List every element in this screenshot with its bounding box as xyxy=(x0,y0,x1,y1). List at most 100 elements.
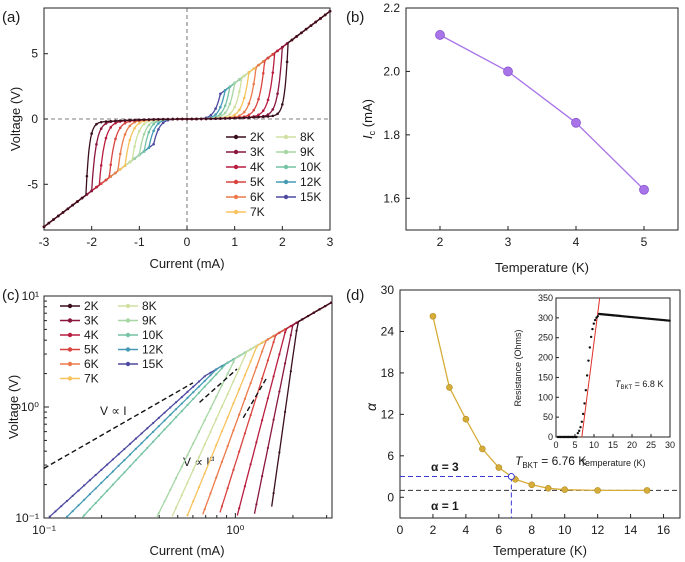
panel-d-xlabel: Temperature (K) xyxy=(493,543,587,558)
iv-log-point-10K xyxy=(215,373,218,376)
iv-log-point-7K xyxy=(232,402,235,405)
legend-c-marker-4K xyxy=(67,332,73,338)
iv-log-point-8K xyxy=(203,443,206,446)
inset-point xyxy=(579,426,582,429)
iv-log-point-12K xyxy=(71,509,74,513)
iv-point-2K xyxy=(166,117,170,121)
iv-point-10K xyxy=(223,104,227,108)
iv-point-2K xyxy=(128,118,132,122)
panel-a-xlabel: Current (mA) xyxy=(149,256,224,271)
iv-log-point-6K xyxy=(272,334,275,338)
fit-line-power-1 xyxy=(199,368,238,403)
panel-c-xlabel: Current (mA) xyxy=(149,543,224,558)
iv-point-12K xyxy=(152,129,155,133)
y-tick-label: 10¹ xyxy=(22,289,39,303)
iv-log-point-9K xyxy=(220,384,224,387)
iv-log-point-6K xyxy=(215,476,218,479)
legend-c-label-9K: 9K xyxy=(142,314,157,328)
iv-log-point-15K xyxy=(151,421,155,425)
iv-log-point-10K xyxy=(209,379,212,382)
iv-log-point-10K xyxy=(203,385,206,388)
legend-label-10K: 10K xyxy=(300,160,321,174)
alpha-point xyxy=(462,415,470,423)
iv-point-2K xyxy=(190,117,194,121)
legend-c-label-12K: 12K xyxy=(142,343,163,357)
x-tick-label: 0 xyxy=(397,523,404,537)
x-tick-label: 6 xyxy=(495,523,502,537)
iv-log-point-3K xyxy=(272,418,275,421)
iv-log-point-15K xyxy=(54,510,57,513)
iv-log-point-2K xyxy=(289,370,292,373)
iv-log-point-15K xyxy=(65,499,69,503)
iv-log-point-5K xyxy=(266,359,269,362)
iv-point-2K xyxy=(104,120,108,123)
iv-log-point-10K xyxy=(192,397,195,401)
iv-log-point-9K xyxy=(157,512,160,515)
iv-point-4K xyxy=(261,109,265,112)
iv-point-6K xyxy=(257,63,260,67)
inset-point xyxy=(576,431,580,435)
iv-point-5K xyxy=(252,108,256,112)
iv-log-point-12K xyxy=(146,436,149,439)
iv-point-2K xyxy=(209,117,213,121)
iv-point-4K xyxy=(114,121,117,125)
iv-log-point-7K xyxy=(197,486,201,489)
iv-point-2K xyxy=(304,27,308,31)
iv-log-point-5K xyxy=(272,340,275,344)
iv-point-2K xyxy=(242,116,246,120)
iv-point-2K xyxy=(200,117,203,121)
iv-log-point-15K xyxy=(129,442,132,445)
iv-log-point-4K xyxy=(272,375,275,378)
iv-point-7K xyxy=(133,126,136,130)
iv-point-4K xyxy=(104,136,108,140)
iv-log-point-7K xyxy=(186,514,189,517)
iv-point-5K xyxy=(118,126,122,130)
inset-point xyxy=(591,327,594,331)
iv-point-8K xyxy=(238,90,241,93)
iv-log-point-12K xyxy=(203,379,206,382)
legend-c-label-8K: 8K xyxy=(142,299,157,313)
iv-point-7K xyxy=(233,113,236,117)
alpha1-label: α = 1 xyxy=(431,499,459,513)
iv-log-point-12K xyxy=(134,447,137,450)
iv-log-point-5K xyxy=(243,432,247,435)
iv-point-5K xyxy=(123,121,127,125)
alpha-point xyxy=(643,487,651,494)
iv-log-point-3K xyxy=(289,334,292,337)
tbkt-label: TBKT = 6.76 K xyxy=(515,454,586,470)
y-tick-label: 6 xyxy=(387,449,394,463)
iv-log-point-9K xyxy=(192,442,195,445)
iv-log-point-10K xyxy=(220,367,224,370)
legend-label-15K: 15K xyxy=(300,190,321,204)
iv-point-7K xyxy=(118,167,122,171)
iv-log-point-12K xyxy=(140,442,143,445)
inset-y-tick-label: 350 xyxy=(538,293,553,303)
inset-y-tick-label: 100 xyxy=(538,392,553,402)
iv-log-point-9K xyxy=(203,419,206,422)
inset-point xyxy=(585,374,589,377)
iv-point-2K xyxy=(257,115,260,119)
legend-c-marker-6K xyxy=(67,361,73,367)
iv-point-3K xyxy=(271,108,275,111)
inset-point xyxy=(580,420,584,423)
iv-point-2K xyxy=(80,196,84,200)
legend-label-3K: 3K xyxy=(250,145,265,159)
iv-point-4K xyxy=(271,71,275,74)
iv-log-point-10K xyxy=(123,471,126,474)
inset-point xyxy=(584,389,588,392)
legend-c-label-4K: 4K xyxy=(84,328,99,342)
iv-log-point-8K xyxy=(232,380,235,383)
iv-log-point-6K xyxy=(203,508,206,511)
inset-x-tick-label: 5 xyxy=(572,440,577,450)
legend-c-marker-8K xyxy=(125,303,131,309)
iv-log-point-12K xyxy=(192,391,195,394)
iv-point-5K xyxy=(261,72,265,75)
iv-log-point-12K xyxy=(77,504,80,507)
x-tick-label: 5 xyxy=(641,235,648,249)
iv-log-point-9K xyxy=(197,430,201,433)
y-tick-label: 10⁰ xyxy=(21,400,39,414)
iv-log-point-10K xyxy=(180,410,183,413)
iv-point-2K xyxy=(300,31,303,35)
legend-c-marker-2K xyxy=(67,303,73,309)
iv-point-8K xyxy=(142,122,146,126)
